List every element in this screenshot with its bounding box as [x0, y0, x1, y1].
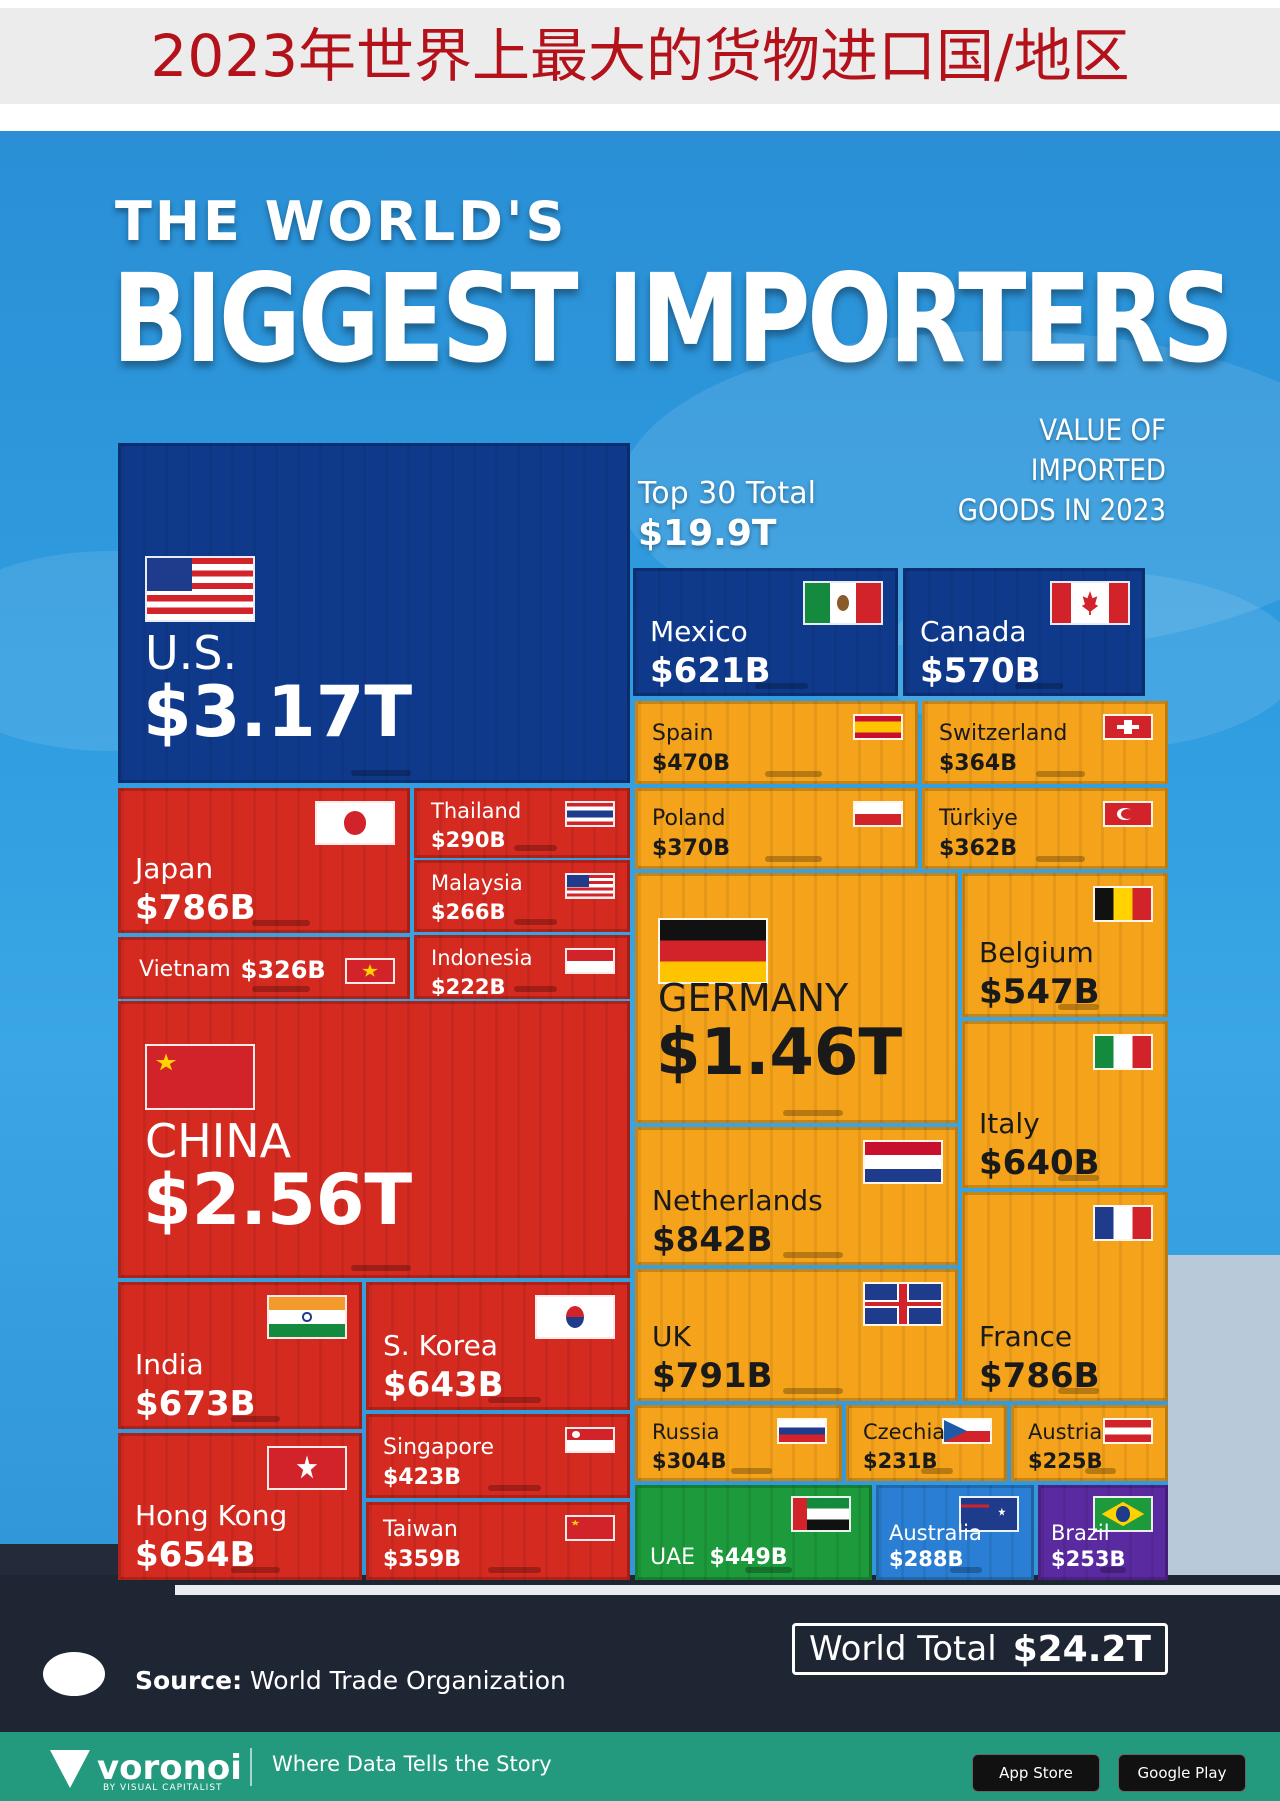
source-text: World Trade Organization: [250, 1666, 566, 1695]
top30-value: $19.9T: [638, 513, 777, 554]
cloud-decoration: [880, 571, 1280, 751]
header-banner: 2023年世界上最大的货物进口国/地区: [0, 0, 1280, 131]
source-note: Source: World Trade Organization: [43, 1652, 566, 1696]
app-store-button[interactable]: App Store: [972, 1754, 1100, 1792]
cloud-decoration: [0, 551, 300, 751]
world-total-value: $24.2T: [1012, 1628, 1151, 1670]
top30-label: Top 30 Total: [638, 476, 816, 511]
header-band: [0, 8, 1280, 104]
source-logo-icon: [43, 1652, 105, 1696]
world-total-label: World Total: [809, 1629, 997, 1669]
brand-sub: BY VISUAL CAPITALIST: [103, 1783, 223, 1793]
top30-total: Top 30 Total $19.9T: [638, 476, 816, 554]
brand-tagline: Where Data Tells the Story: [272, 1752, 552, 1776]
subtitle-line-2: GOODS IN 2023: [957, 493, 1166, 527]
brand-name: voronoi: [97, 1748, 242, 1788]
ship-deck-rail: [175, 1585, 1280, 1595]
source-label: Source:: [135, 1666, 243, 1695]
footer-divider: [250, 1748, 252, 1786]
world-total-box: World Total $24.2T: [792, 1623, 1168, 1675]
page-title: 2023年世界上最大的货物进口国/地区: [150, 22, 1130, 90]
chart-subtitle: VALUE OF IMPORTED GOODS IN 2023: [909, 410, 1166, 530]
kicker-text: THE WORLD'S: [115, 190, 568, 253]
ship-superstructure: [1168, 1255, 1280, 1580]
headline: BIGGEST IMPORTERS: [112, 248, 1234, 390]
google-play-button[interactable]: Google Play: [1118, 1754, 1246, 1792]
subtitle-line-1: VALUE OF IMPORTED: [1030, 413, 1166, 487]
